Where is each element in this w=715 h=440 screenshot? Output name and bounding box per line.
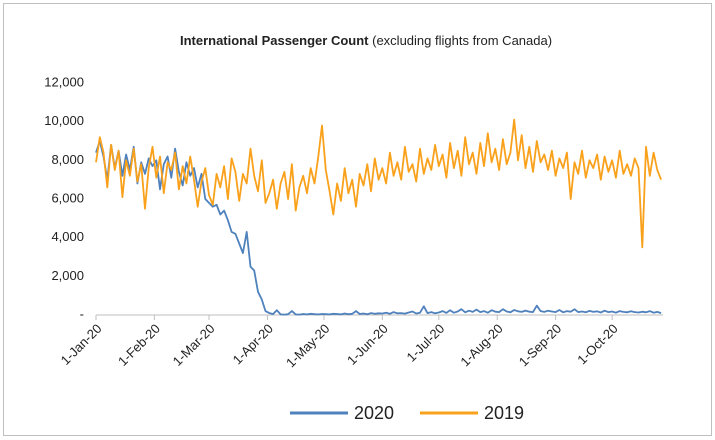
y-tick-label: 8,000 bbox=[51, 152, 84, 167]
title-main: International Passenger Count bbox=[180, 33, 369, 48]
y-tick-label: 12,000 bbox=[44, 74, 84, 89]
chart-title: International Passenger Count (excluding… bbox=[180, 33, 552, 48]
y-tick-label: 10,000 bbox=[44, 113, 84, 128]
y-tick-label: 4,000 bbox=[51, 229, 84, 244]
series-line bbox=[95, 140, 662, 316]
legend-text: 2019 bbox=[484, 403, 524, 423]
chart-border bbox=[3, 3, 712, 436]
y-tick-label: 2,000 bbox=[51, 268, 84, 283]
series-line bbox=[95, 118, 662, 249]
y-tick-label: 6,000 bbox=[51, 190, 84, 205]
y-tick-label: - bbox=[80, 306, 84, 321]
legend-text: 2020 bbox=[354, 403, 394, 423]
title-sub: (excluding flights from Canada) bbox=[372, 33, 552, 48]
